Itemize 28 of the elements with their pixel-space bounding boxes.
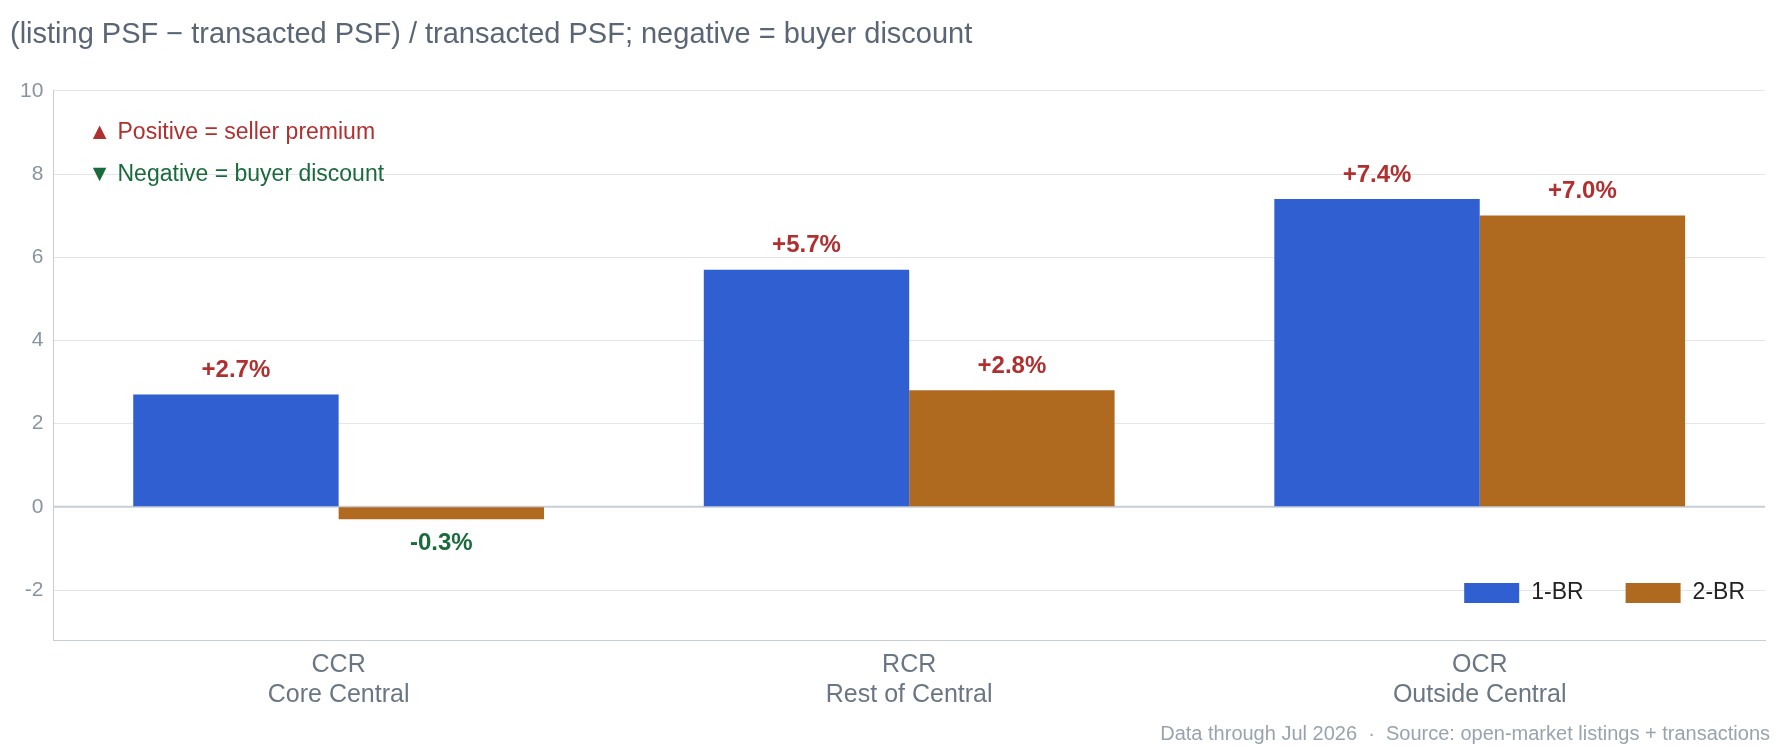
text: Data through Jul 2026 · Source: open-market listings + transactions	[1160, 721, 1770, 744]
y-tick-label: 8	[31, 160, 44, 184]
y-tick-label: -2	[24, 576, 44, 600]
chart-title: (listing PSF − transacted PSF) / transacted PSF; negative = buyer discount	[10, 17, 973, 50]
bar	[1479, 215, 1686, 507]
y-tick-label: 0	[31, 493, 44, 517]
annotation: ▼ Negative = buyer discount	[88, 160, 385, 187]
data-label: +2.8%	[977, 350, 1047, 378]
data-label: +7.0%	[1548, 176, 1617, 204]
x-tick-label: RCR Rest of Central	[825, 648, 993, 707]
y-tick-label: 10	[20, 77, 44, 101]
bar	[909, 390, 1115, 507]
y-tick-label: 6	[31, 244, 44, 268]
legend-label: 2-BR	[1692, 578, 1745, 605]
data-label: +7.4%	[1342, 159, 1412, 187]
data-label: +5.7%	[772, 230, 841, 258]
legend-label: 1-BR	[1531, 578, 1584, 605]
x-tick-label: CCR Core Central	[267, 648, 410, 707]
annotation: ▲ Positive = seller premium	[88, 118, 376, 145]
bar	[133, 394, 339, 507]
x-tick-label: OCR Outside Central	[1392, 648, 1567, 707]
bar	[338, 507, 545, 520]
data-label: -0.3%	[409, 527, 473, 555]
bar	[1274, 198, 1480, 507]
data-label: +2.7%	[201, 355, 271, 383]
y-tick-label: 2	[31, 410, 44, 434]
y-tick-label: 4	[31, 327, 44, 351]
bar	[703, 269, 910, 507]
